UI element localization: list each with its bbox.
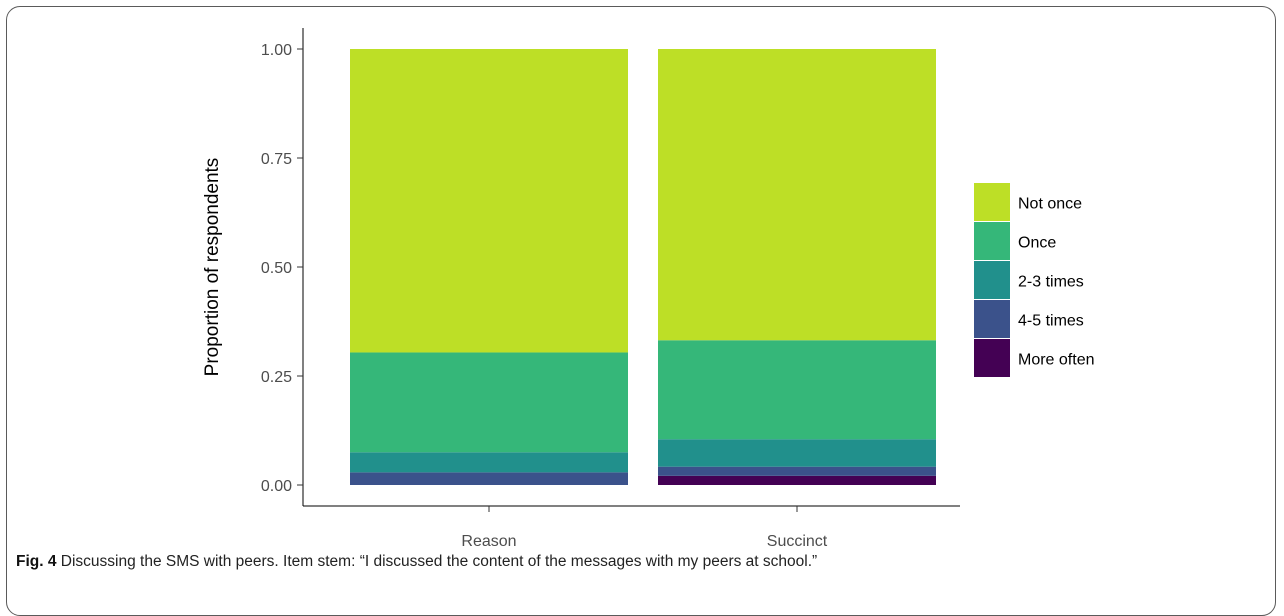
legend-label: 2-3 times: [1018, 274, 1084, 291]
bars-layer: [350, 49, 936, 485]
y-tick-label: 0.25: [261, 369, 292, 386]
legend-swatch: [974, 300, 1010, 338]
figure-caption-text: Discussing the SMS with peers. Item stem…: [60, 553, 818, 570]
legend: Not once Once 2-3 times 4-5 times More often: [974, 183, 1094, 377]
bar-segment-succinct-once: [658, 340, 936, 440]
figure-caption: Fig. 4 Discussing the SMS with peers. It…: [16, 553, 1266, 571]
legend-label: More often: [1018, 352, 1094, 369]
x-tick-label: Reason: [461, 533, 516, 550]
x-ticks: Reason Succinct: [461, 506, 828, 550]
legend-label: Once: [1018, 235, 1056, 252]
bar-segment-reason-not-once: [350, 49, 628, 353]
y-tick-label: 0.50: [261, 260, 292, 277]
y-tick-label: 0.00: [261, 478, 292, 495]
y-ticks: 0.00 0.25 0.50 0.75 1.00: [261, 42, 303, 495]
y-axis-title: Proportion of respondents: [202, 158, 223, 377]
x-tick-label: Succinct: [767, 533, 828, 550]
bar-segment-succinct-not-once: [658, 49, 936, 341]
bar-segment-succinct-2-3-times: [658, 439, 936, 467]
legend-label: Not once: [1018, 196, 1082, 213]
bar-segment-reason-2-3-times: [350, 452, 628, 473]
figure-label: Fig. 4: [16, 553, 57, 570]
legend-swatch: [974, 261, 1010, 299]
legend-swatch: [974, 222, 1010, 260]
y-tick-label: 0.75: [261, 151, 292, 168]
legend-label: 4-5 times: [1018, 313, 1084, 330]
bar-segment-succinct-more-often: [658, 475, 936, 485]
bar-segment-reason-4-5-times: [350, 472, 628, 485]
bar-segment-reason-once: [350, 352, 628, 453]
y-tick-label: 1.00: [261, 42, 292, 59]
bar-segment-succinct-4-5-times: [658, 466, 936, 476]
legend-swatch: [974, 339, 1010, 377]
legend-swatch: [974, 183, 1010, 221]
stacked-bar-chart: 0.00 0.25 0.50 0.75 1.00 Reason Succinct Prop…: [202, 28, 1094, 550]
